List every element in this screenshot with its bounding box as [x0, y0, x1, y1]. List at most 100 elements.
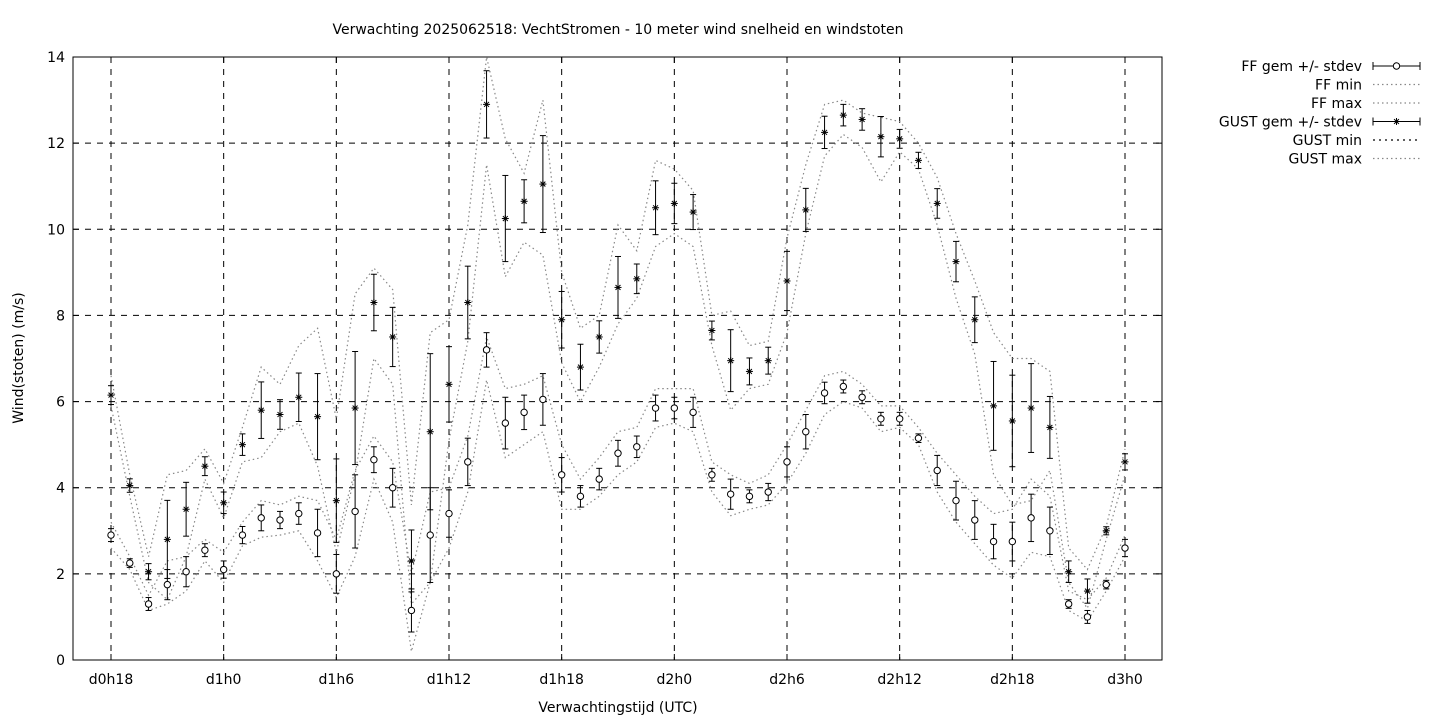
legend: FF gem +/- stdev FF min FF max GUST gem +/-… — [1219, 59, 1421, 168]
data-point — [595, 475, 603, 483]
legend-label: GUST max — [1289, 152, 1363, 168]
data-point — [163, 580, 172, 589]
legend-marker — [1392, 62, 1401, 70]
x-tick-label: d1h18 — [539, 672, 583, 688]
data-point — [313, 529, 322, 537]
series-gust-gem-stdev — [107, 70, 1129, 604]
data-point — [1102, 527, 1110, 535]
data-point — [520, 197, 528, 205]
data-point — [708, 471, 716, 479]
data-point — [990, 402, 998, 410]
legend-label: GUST min — [1293, 133, 1362, 149]
series-line-ff-min — [110, 379, 1126, 652]
data-point — [783, 458, 791, 466]
data-point — [107, 391, 115, 399]
data-point — [220, 499, 228, 507]
data-point — [407, 606, 416, 615]
data-point — [557, 471, 566, 479]
data-point — [520, 408, 528, 417]
series-line-ff-max — [110, 334, 1126, 601]
data-point — [501, 215, 509, 223]
data-point — [989, 537, 998, 546]
data-point — [332, 497, 340, 505]
data-point — [576, 492, 585, 501]
data-point — [464, 458, 472, 466]
data-point — [595, 333, 603, 341]
y-tick-label: 0 — [56, 653, 65, 669]
data-point — [389, 333, 397, 341]
data-point — [821, 128, 829, 136]
y-tick-label: 8 — [56, 308, 65, 324]
data-point — [651, 404, 660, 412]
data-point — [295, 509, 303, 518]
series-layer — [107, 56, 1129, 652]
series-line-gust-max — [110, 56, 1126, 571]
data-point — [764, 357, 772, 365]
data-point — [1027, 404, 1035, 412]
x-tick-label: d1h0 — [206, 672, 242, 688]
x-tick-label: d0h18 — [89, 672, 133, 688]
data-point — [1083, 613, 1092, 621]
data-point — [1102, 580, 1110, 589]
data-point — [670, 404, 679, 412]
legend-label: GUST gem +/- stdev — [1219, 115, 1362, 131]
data-point — [895, 415, 904, 423]
data-point — [952, 496, 960, 505]
y-tick-label: 14 — [47, 50, 65, 66]
data-point — [1065, 568, 1073, 576]
data-point — [783, 277, 791, 285]
data-point — [426, 428, 434, 436]
data-point — [126, 559, 134, 567]
data-point — [426, 531, 434, 539]
grid-lines — [73, 57, 1162, 660]
data-point — [1046, 527, 1054, 535]
data-point — [163, 535, 171, 543]
data-point — [839, 111, 847, 119]
data-point — [1083, 587, 1091, 595]
x-axis-label: Verwachtingstijd (UTC) — [538, 700, 697, 716]
x-tick-label: d2h18 — [990, 672, 1034, 688]
legend-label: FF min — [1315, 78, 1362, 94]
data-point — [445, 509, 453, 518]
data-point — [877, 133, 885, 141]
data-point — [238, 531, 247, 539]
chart-title: Verwachting 2025062518: VechtStromen - 1… — [332, 22, 903, 38]
data-point — [407, 557, 415, 565]
y-tick-label: 12 — [47, 136, 65, 152]
legend-label: FF gem +/- stdev — [1241, 59, 1362, 75]
data-point — [896, 135, 904, 143]
data-point — [1121, 458, 1129, 466]
data-point — [727, 357, 735, 365]
data-point — [633, 275, 641, 283]
data-point — [464, 299, 472, 307]
data-point — [933, 466, 941, 475]
data-point — [219, 565, 228, 574]
data-point — [295, 393, 303, 401]
data-point — [388, 484, 397, 492]
data-point — [276, 410, 284, 418]
data-point — [764, 488, 772, 496]
x-tick-label: d2h6 — [769, 672, 805, 688]
legend-label: FF max — [1311, 96, 1362, 112]
x-tick-label: d2h0 — [657, 672, 693, 688]
x-tick-label: d3h0 — [1107, 672, 1143, 688]
data-point — [501, 419, 510, 427]
data-point — [145, 568, 153, 576]
data-point — [745, 367, 753, 375]
data-point — [633, 443, 641, 451]
x-tick-label: d1h6 — [319, 672, 355, 688]
y-tick-label: 2 — [56, 567, 65, 583]
data-point — [614, 283, 622, 291]
y-tick-label: 4 — [56, 481, 65, 497]
y-tick-label: 10 — [47, 222, 65, 238]
data-point — [689, 208, 697, 216]
data-point — [539, 395, 547, 404]
series-line-gust-min — [110, 133, 1126, 610]
data-point — [952, 258, 960, 266]
data-point — [257, 514, 265, 522]
y-tick-label: 6 — [56, 395, 65, 411]
data-point — [670, 199, 678, 207]
data-point — [933, 199, 941, 207]
x-tick-label: d2h12 — [877, 672, 921, 688]
data-point — [914, 156, 922, 164]
